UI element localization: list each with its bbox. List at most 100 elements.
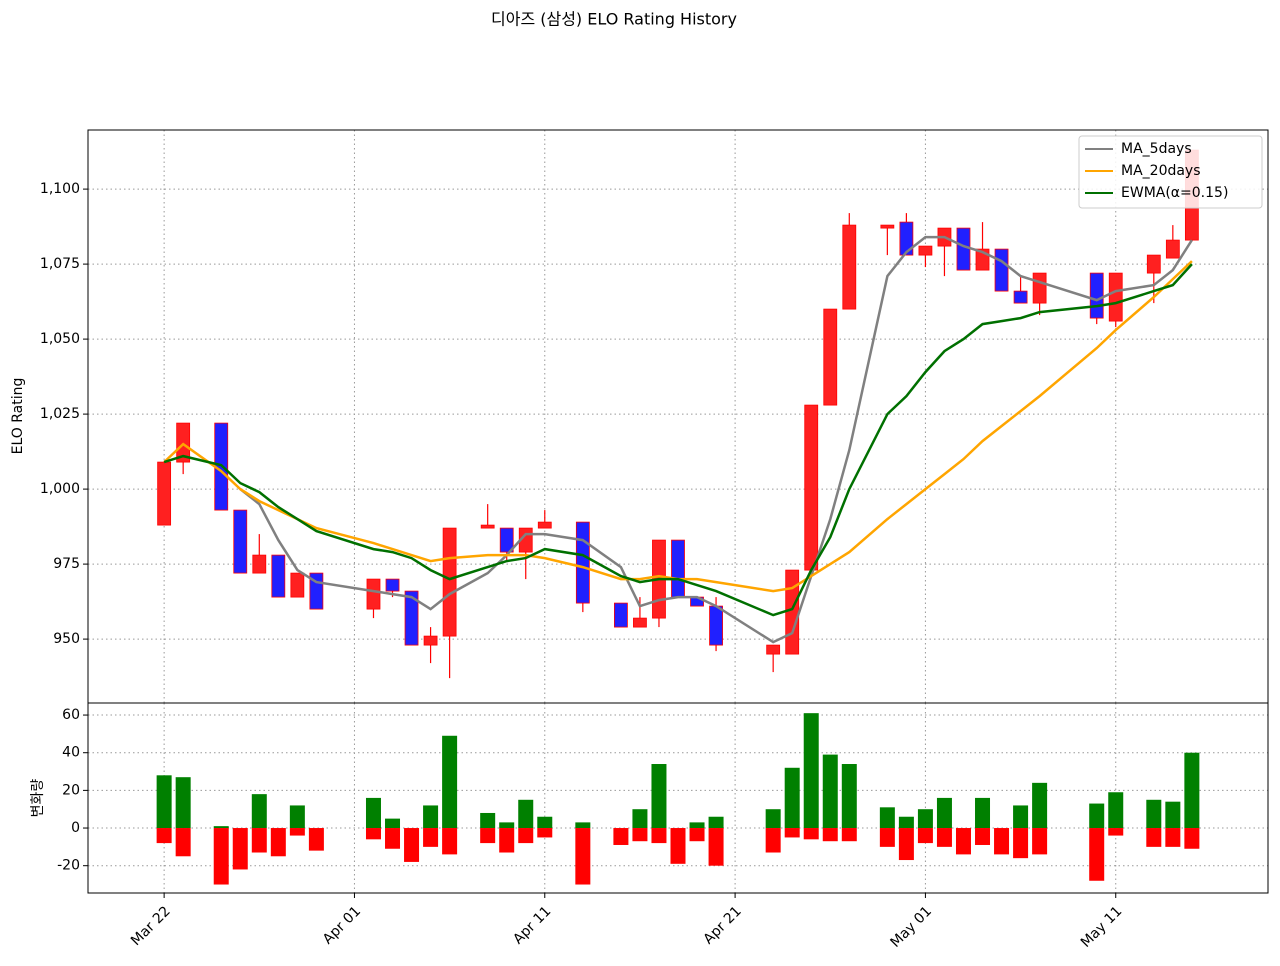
candle-body <box>766 644 781 655</box>
bar <box>289 805 305 829</box>
bar <box>651 828 667 844</box>
candle-body <box>499 527 514 553</box>
bar <box>632 828 648 842</box>
x-tick-label: Apr 01 <box>320 903 364 947</box>
candle-body <box>404 590 419 646</box>
candle-body <box>804 404 819 571</box>
bar <box>442 828 458 855</box>
candle-body <box>614 602 628 628</box>
bar <box>841 828 857 842</box>
bar <box>765 809 781 829</box>
bar <box>917 828 933 844</box>
candle-body <box>271 554 286 598</box>
bar <box>1165 828 1181 847</box>
candle-body <box>1013 290 1028 304</box>
x-tick-label: May 11 <box>1078 903 1126 951</box>
bar <box>841 764 857 829</box>
y-tick-label: -20 <box>57 858 80 874</box>
y-tick-label: 20 <box>62 782 80 798</box>
y-tick-label: 0 <box>71 820 80 836</box>
candle-body <box>899 221 914 256</box>
candle-body <box>537 521 552 529</box>
y-axis-label: ELO Rating <box>10 378 26 455</box>
y-tick-label: 975 <box>53 556 80 572</box>
bar <box>689 828 705 842</box>
bar <box>270 828 286 857</box>
bar <box>613 828 629 845</box>
candle-body <box>366 578 381 610</box>
bar <box>651 764 667 829</box>
bar <box>917 809 933 829</box>
bar <box>537 828 553 838</box>
bar <box>518 799 534 829</box>
bar <box>213 828 229 885</box>
bar <box>822 828 838 842</box>
bar <box>1146 799 1162 829</box>
bar <box>1089 828 1105 881</box>
candle-body <box>442 527 457 637</box>
y-tick-label: 60 <box>62 707 80 723</box>
bar <box>955 828 971 855</box>
candle-body <box>785 569 800 655</box>
candle-body <box>1032 272 1047 304</box>
candle-body <box>842 224 857 310</box>
bar <box>632 809 648 829</box>
bar <box>156 828 172 844</box>
candle-body <box>1146 254 1161 274</box>
candle-body <box>1089 272 1104 319</box>
y-tick-label: 950 <box>53 631 80 647</box>
bar <box>1108 792 1124 829</box>
line-series <box>239 235 1193 644</box>
candle-body <box>423 635 438 646</box>
candle-body <box>290 572 305 598</box>
bar <box>385 828 401 849</box>
candle-body <box>994 248 1009 292</box>
bar <box>1146 828 1162 847</box>
bar <box>156 775 172 829</box>
candle-body <box>385 578 400 592</box>
candle-body <box>1165 239 1180 259</box>
bar <box>175 828 191 857</box>
line-series <box>163 263 1193 617</box>
bar <box>670 828 686 864</box>
x-tick-label: Apr 11 <box>510 903 554 947</box>
bar <box>1089 803 1105 829</box>
legend-box <box>1078 135 1263 209</box>
x-tick-label: May 01 <box>888 903 936 951</box>
candle-body <box>880 224 895 229</box>
bar <box>708 828 724 866</box>
chart-title: 디아즈 (삼성) ELO Rating History <box>491 10 737 29</box>
bar <box>879 828 895 847</box>
bar <box>822 754 838 829</box>
bar <box>365 797 381 829</box>
bar <box>251 794 267 829</box>
legend-label: MA_20days <box>1121 163 1201 179</box>
bar <box>423 805 439 829</box>
bar <box>689 822 705 829</box>
candle-body <box>480 524 495 529</box>
bar <box>1013 805 1029 829</box>
bar <box>784 828 800 838</box>
bar <box>765 828 781 853</box>
bar <box>404 828 420 862</box>
bar <box>784 767 800 829</box>
bar <box>975 828 991 845</box>
candle-body <box>633 617 647 628</box>
bar <box>308 828 324 851</box>
candle-body <box>157 461 172 526</box>
bar <box>575 828 591 885</box>
bar <box>499 828 515 853</box>
candle-body <box>709 605 723 646</box>
bar <box>1108 828 1124 836</box>
y-tick-label: 1,025 <box>40 406 80 422</box>
bar <box>898 816 914 829</box>
bar <box>975 797 991 829</box>
bar <box>708 816 724 829</box>
bar <box>1013 828 1029 859</box>
bar <box>365 828 381 840</box>
bar <box>251 828 267 853</box>
x-tick-label: Apr 21 <box>701 903 745 947</box>
bar <box>499 822 515 829</box>
bar <box>1032 828 1048 855</box>
